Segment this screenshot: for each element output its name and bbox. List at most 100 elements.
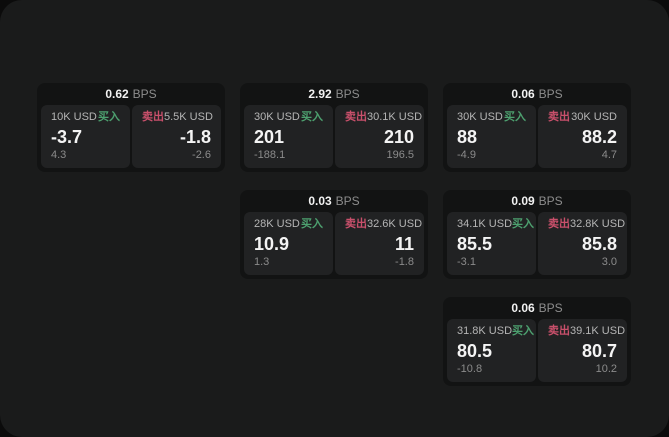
buy-tile-top: 10K USD 买入 <box>51 111 120 124</box>
card-header: 2.92 BPS <box>240 83 428 105</box>
sell-side-label: 卖出 <box>345 218 367 230</box>
card-header: 0.03 BPS <box>240 190 428 212</box>
sell-side-label: 卖出 <box>548 218 570 230</box>
buy-side-label: 买入 <box>512 218 535 230</box>
sell-delta: 3.0 <box>601 256 617 268</box>
sell-tile[interactable]: 卖出 5.5K USD -1.8 -2.6 <box>132 105 221 168</box>
buy-price: -3.7 <box>51 126 83 147</box>
buy-price: 88 <box>457 126 478 147</box>
buy-delta: -188.1 <box>254 149 286 161</box>
buy-notional: 30K USD <box>254 111 300 123</box>
bps-value: 0.03 <box>308 194 332 208</box>
sell-tile[interactable]: 卖出 30K USD 88.2 4.7 <box>538 105 627 168</box>
sell-price: 11 <box>394 233 414 254</box>
sell-tile-top: 卖出 32.8K USD <box>548 218 625 231</box>
buy-tile[interactable]: 31.8K USD 买入 80.5 -10.8 <box>447 319 536 382</box>
bps-unit-label: BPS <box>335 87 360 101</box>
bps-value: 0.09 <box>511 194 535 208</box>
sell-tile-top: 卖出 5.5K USD <box>142 111 213 124</box>
sell-tile-top: 卖出 30K USD <box>548 111 617 124</box>
sell-side-label: 卖出 <box>548 325 570 337</box>
buy-side-label: 买入 <box>301 111 323 123</box>
bps-unit-label: BPS <box>538 301 563 315</box>
sell-delta: 10.2 <box>595 363 617 375</box>
bps-unit-label: BPS <box>538 87 563 101</box>
sell-tile[interactable]: 卖出 32.8K USD 85.8 3.0 <box>538 212 627 275</box>
tiles: 30K USD 买入 88 -4.9 卖出 30K USD 88.2 4.7 <box>447 105 627 168</box>
sell-notional: 30.1K USD <box>367 111 423 123</box>
bps-value: 0.06 <box>511 87 535 101</box>
card-header: 0.06 BPS <box>443 83 631 105</box>
quote-card: 0.03 BPS 28K USD 买入 10.9 1.3 卖出 32.6K US… <box>240 190 428 279</box>
buy-delta: -10.8 <box>457 363 483 375</box>
card-header: 0.09 BPS <box>443 190 631 212</box>
sell-tile[interactable]: 卖出 30.1K USD 210 196.5 <box>335 105 424 168</box>
sell-tile-top: 卖出 32.6K USD <box>345 218 422 231</box>
buy-tile[interactable]: 28K USD 买入 10.9 1.3 <box>244 212 333 275</box>
sell-delta: -2.6 <box>192 149 211 161</box>
sell-tile[interactable]: 卖出 32.6K USD 11 -1.8 <box>335 212 424 275</box>
bps-value: 0.62 <box>105 87 129 101</box>
quote-card: 0.09 BPS 34.1K USD 买入 85.5 -3.1 卖出 32.8K… <box>443 190 631 279</box>
bps-unit-label: BPS <box>538 194 563 208</box>
buy-price: 201 <box>254 126 285 147</box>
buy-side-label: 买入 <box>301 218 323 230</box>
buy-tile[interactable]: 30K USD 买入 201 -188.1 <box>244 105 333 168</box>
quote-card: 2.92 BPS 30K USD 买入 201 -188.1 卖出 30.1K … <box>240 83 428 172</box>
sell-side-label: 卖出 <box>548 111 570 123</box>
buy-notional: 31.8K USD <box>457 325 513 337</box>
buy-tile-top: 30K USD 买入 <box>254 111 323 124</box>
sell-price: 85.8 <box>581 233 617 254</box>
sell-delta: -1.8 <box>395 256 414 268</box>
tiles: 31.8K USD 买入 80.5 -10.8 卖出 39.1K USD 80.… <box>447 319 627 382</box>
bps-unit-label: BPS <box>335 194 360 208</box>
card-header: 0.62 BPS <box>37 83 225 105</box>
buy-delta: -4.9 <box>457 149 476 161</box>
buy-side-label: 买入 <box>98 111 120 123</box>
buy-tile-top: 34.1K USD 买入 <box>457 218 534 231</box>
sell-delta: 4.7 <box>601 149 617 161</box>
buy-notional: 34.1K USD <box>457 218 513 230</box>
buy-tile[interactable]: 10K USD 买入 -3.7 4.3 <box>41 105 130 168</box>
sell-notional: 32.6K USD <box>367 218 423 230</box>
tiles: 10K USD 买入 -3.7 4.3 卖出 5.5K USD -1.8 -2.… <box>41 105 221 168</box>
sell-notional: 5.5K USD <box>164 111 213 123</box>
quote-card: 0.06 BPS 31.8K USD 买入 80.5 -10.8 卖出 39.1… <box>443 297 631 386</box>
sell-tile[interactable]: 卖出 39.1K USD 80.7 10.2 <box>538 319 627 382</box>
buy-notional: 10K USD <box>51 111 97 123</box>
sell-delta: 196.5 <box>386 149 414 161</box>
quote-card: 0.62 BPS 10K USD 买入 -3.7 4.3 卖出 5.5K USD… <box>37 83 225 172</box>
sell-side-label: 卖出 <box>142 111 164 123</box>
sell-price: 210 <box>383 126 414 147</box>
sell-tile-top: 卖出 30.1K USD <box>345 111 422 124</box>
buy-side-label: 买入 <box>504 111 526 123</box>
buy-delta: 4.3 <box>51 149 67 161</box>
quote-card: 0.06 BPS 30K USD 买入 88 -4.9 卖出 30K USD 8… <box>443 83 631 172</box>
tiles: 30K USD 买入 201 -188.1 卖出 30.1K USD 210 1… <box>244 105 424 168</box>
buy-tile-top: 30K USD 买入 <box>457 111 526 124</box>
bps-value: 0.06 <box>511 301 535 315</box>
sell-tile-top: 卖出 39.1K USD <box>548 325 625 338</box>
buy-notional: 30K USD <box>457 111 503 123</box>
bps-unit-label: BPS <box>132 87 157 101</box>
buy-delta: 1.3 <box>254 256 270 268</box>
buy-tile[interactable]: 34.1K USD 买入 85.5 -3.1 <box>447 212 536 275</box>
sell-price: 88.2 <box>581 126 617 147</box>
buy-side-label: 买入 <box>512 325 535 337</box>
bps-value: 2.92 <box>308 87 332 101</box>
buy-delta: -3.1 <box>457 256 476 268</box>
sell-price: -1.8 <box>179 126 211 147</box>
buy-price: 10.9 <box>254 233 290 254</box>
buy-notional: 28K USD <box>254 218 300 230</box>
sell-notional: 32.8K USD <box>570 218 626 230</box>
sell-price: 80.7 <box>581 340 617 361</box>
buy-tile-top: 28K USD 买入 <box>254 218 323 231</box>
buy-price: 85.5 <box>457 233 493 254</box>
sell-notional: 39.1K USD <box>570 325 626 337</box>
buy-tile[interactable]: 30K USD 买入 88 -4.9 <box>447 105 536 168</box>
sell-notional: 30K USD <box>571 111 617 123</box>
tiles: 28K USD 买入 10.9 1.3 卖出 32.6K USD 11 -1.8 <box>244 212 424 275</box>
card-header: 0.06 BPS <box>443 297 631 319</box>
